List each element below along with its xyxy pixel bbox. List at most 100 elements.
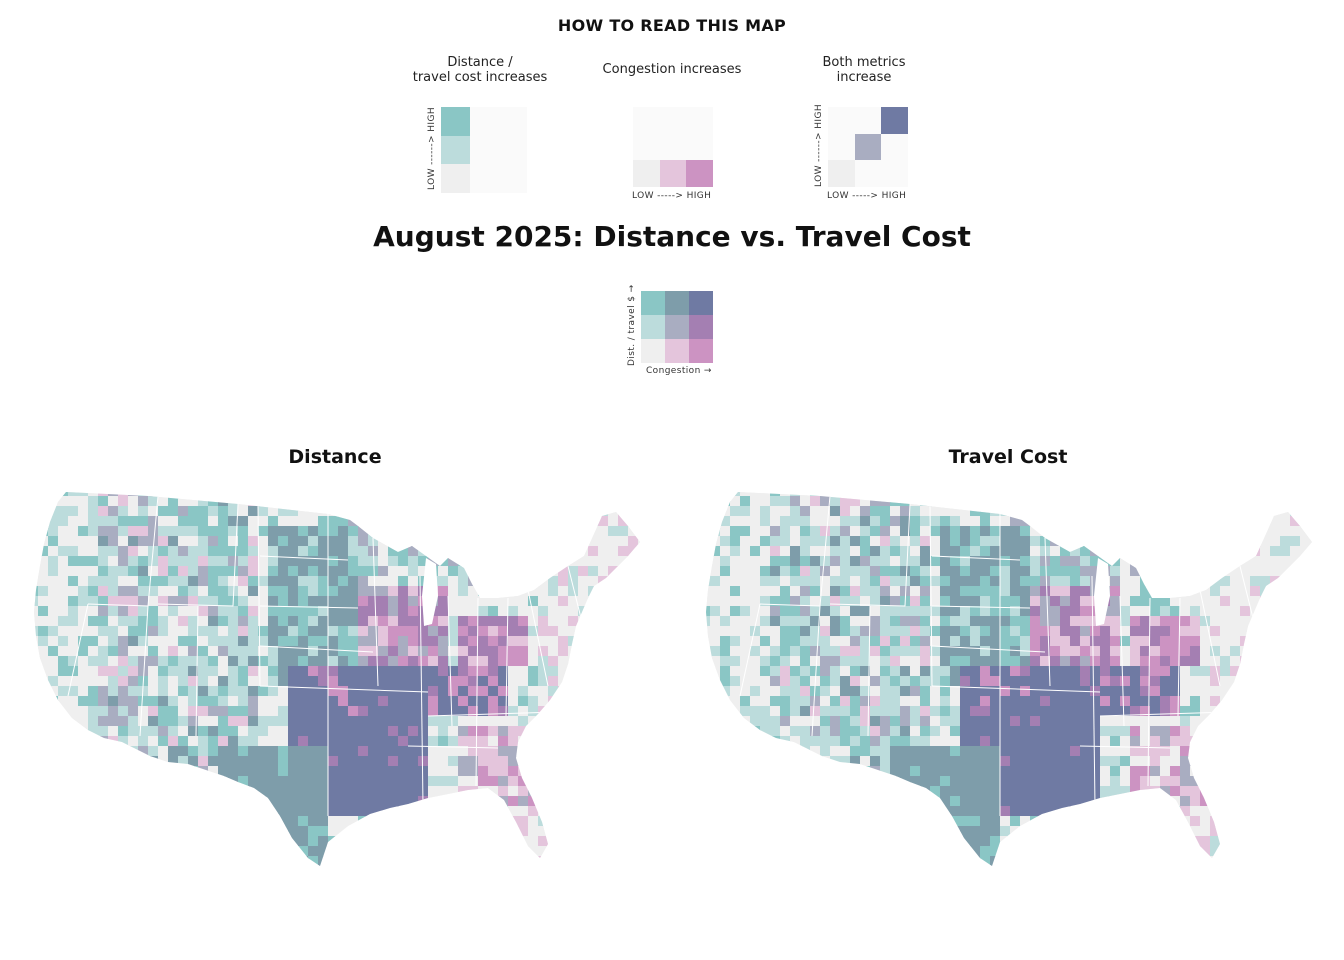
county-cell: [348, 556, 359, 567]
county-cell: [148, 726, 159, 737]
county-cell: [68, 516, 79, 527]
county-cell: [1130, 556, 1141, 567]
county-cell: [408, 536, 419, 547]
county-cell: [218, 536, 229, 547]
county-cell: [588, 876, 599, 880]
county-cell: [548, 496, 559, 507]
county-cell: [138, 546, 149, 557]
county-cell: [558, 836, 569, 847]
county-cell: [1220, 856, 1231, 866]
county-cell: [638, 596, 640, 607]
county-cell: [1040, 566, 1051, 577]
county-cell: [608, 746, 619, 757]
county-cell: [248, 636, 259, 647]
county-cell: [1240, 566, 1251, 577]
county-cell: [1280, 586, 1291, 597]
county-cell: [1020, 716, 1031, 727]
county-cell: [1210, 816, 1221, 827]
county-cell: [618, 666, 629, 677]
county-cell: [88, 686, 99, 697]
county-cell: [398, 586, 409, 597]
county-cell: [128, 786, 139, 797]
county-cell: [108, 546, 119, 557]
county-cell: [298, 616, 309, 627]
county-cell: [980, 586, 991, 597]
county-cell: [980, 626, 991, 637]
county-cell: [248, 496, 259, 507]
county-cell: [1070, 676, 1081, 687]
county-cell: [168, 596, 179, 607]
county-cell: [1120, 646, 1131, 657]
county-cell: [588, 796, 599, 807]
county-cell: [428, 756, 439, 767]
county-cell: [268, 526, 279, 537]
county-cell: [608, 846, 619, 857]
county-cell: [1230, 846, 1241, 857]
county-cell: [508, 526, 519, 537]
county-cell: [208, 606, 219, 617]
county-cell: [790, 696, 801, 707]
county-cell: [910, 536, 921, 547]
county-cell: [388, 826, 399, 837]
county-cell: [1180, 516, 1191, 527]
county-cell: [48, 746, 59, 757]
county-cell: [970, 686, 981, 697]
county-cell: [428, 836, 439, 847]
county-cell: [1260, 796, 1271, 807]
county-cell: [1000, 666, 1011, 677]
county-cell: [568, 496, 579, 507]
county-cell: [278, 526, 289, 537]
county-cell: [358, 586, 369, 597]
county-cell: [128, 836, 139, 847]
county-cell: [940, 536, 951, 547]
county-cell: [890, 846, 901, 857]
county-cell: [488, 726, 499, 737]
county-cell: [358, 506, 369, 517]
county-cell: [880, 836, 891, 847]
county-cell: [378, 746, 389, 757]
county-cell: [538, 866, 549, 877]
county-cell: [168, 566, 179, 577]
state-border: [419, 575, 424, 807]
county-cell: [38, 576, 49, 587]
county-cell: [608, 646, 619, 657]
county-cell: [118, 846, 129, 857]
county-cell: [218, 566, 229, 577]
county-cell: [578, 756, 589, 767]
county-cell: [34, 756, 39, 767]
county-cell: [378, 586, 389, 597]
county-cell: [810, 876, 821, 880]
county-cell: [338, 576, 349, 587]
county-cell: [860, 766, 871, 777]
county-cell: [318, 766, 329, 777]
county-cell: [458, 716, 469, 727]
county-cell: [800, 696, 811, 707]
county-cell: [158, 876, 169, 880]
county-cell: [920, 836, 931, 847]
county-cell: [198, 496, 209, 507]
county-cell: [1220, 776, 1231, 787]
county-cell: [348, 776, 359, 787]
county-cell: [1190, 696, 1201, 707]
county-cell: [248, 596, 259, 607]
county-cell: [508, 586, 519, 597]
county-cell: [288, 826, 299, 837]
county-cell: [760, 616, 771, 627]
county-cell: [258, 876, 269, 880]
county-cell: [1280, 786, 1291, 797]
county-cell: [830, 666, 841, 677]
county-cell: [1070, 666, 1081, 677]
county-cell: [78, 706, 89, 717]
county-cell: [258, 696, 269, 707]
county-cell: [228, 616, 239, 627]
county-cell: [278, 826, 289, 837]
county-cell: [538, 796, 549, 807]
county-cell: [1220, 626, 1231, 637]
county-cell: [810, 796, 821, 807]
county-cell: [960, 566, 971, 577]
county-cell: [598, 686, 609, 697]
county-cell: [1250, 506, 1261, 517]
county-cell: [308, 506, 319, 517]
county-cell: [148, 806, 159, 817]
county-cell: [58, 776, 69, 787]
